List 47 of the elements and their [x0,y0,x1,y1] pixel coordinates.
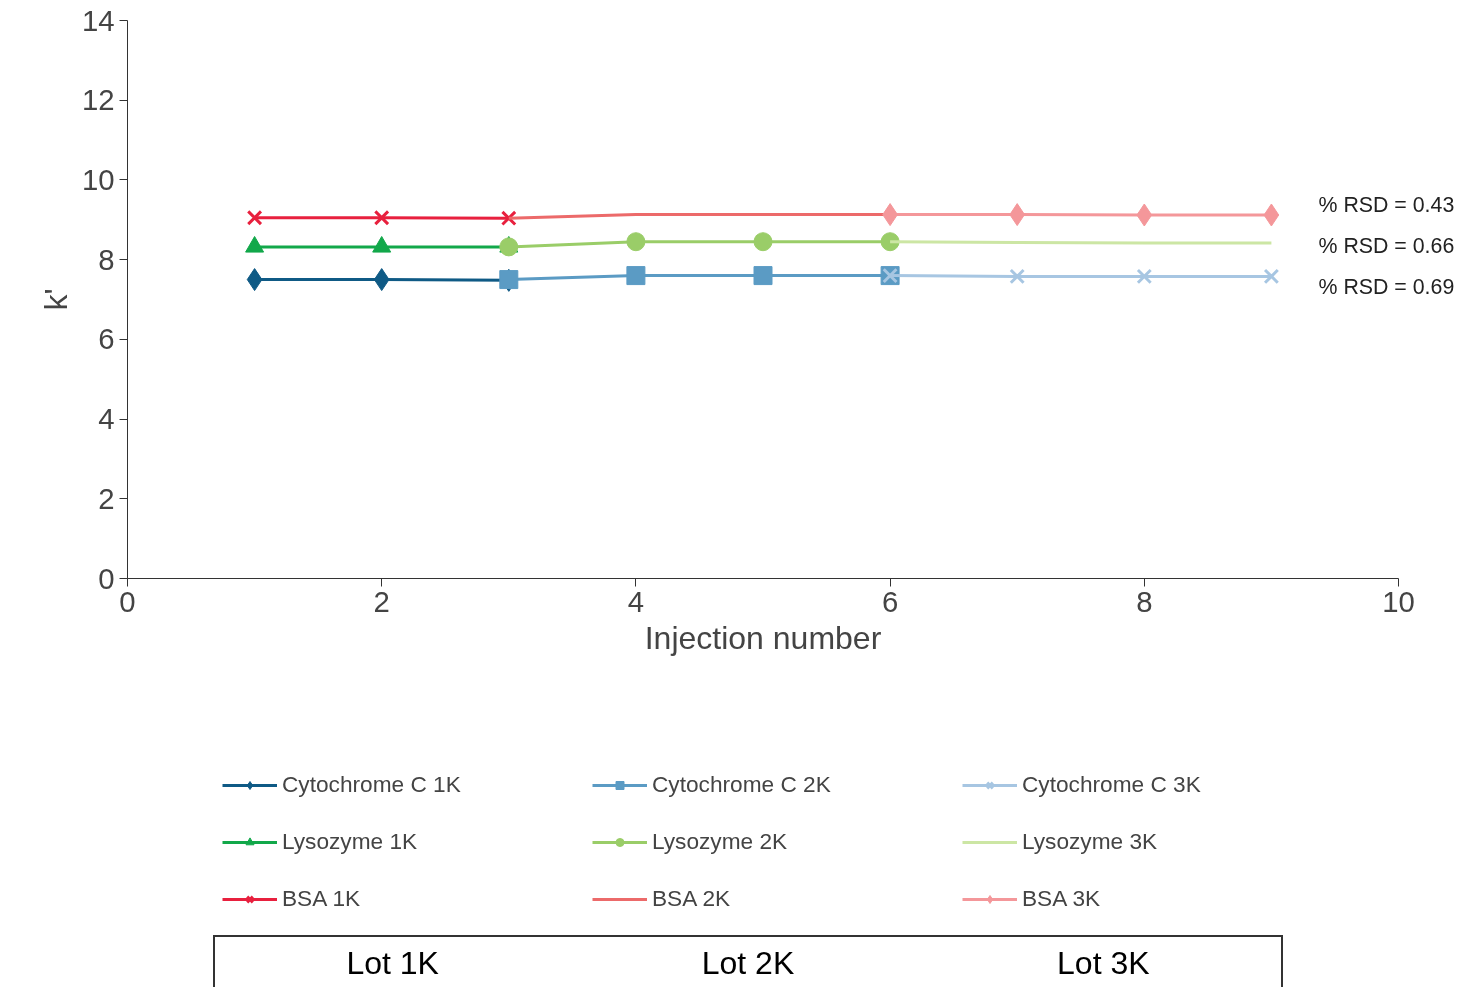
point [1136,203,1153,227]
point [626,232,646,252]
legend-label: Lysozyme 3K [1022,828,1159,855]
point [499,237,519,257]
legend-label: Lysozyme 1K [282,828,419,855]
text: Lot 1K [345,944,440,983]
legend-label: Cytochrome C 2K [652,771,832,798]
point [1009,203,1026,227]
x-tick-label: 10 [1382,584,1415,618]
legend-label: Lysozyme 2K [652,828,789,855]
legend-label: BSA 3K [1022,885,1102,912]
x-tick-label: 8 [1136,584,1153,618]
y-tick-label: 10 [81,162,115,196]
point [246,268,263,292]
y-tick-label: 4 [98,402,115,436]
annotation: % RSD = 0.66 [1318,233,1455,258]
x-tick-label: 6 [881,584,899,618]
legend-label: BSA 1K [282,885,362,912]
point [626,266,646,286]
point [373,209,390,226]
point [1009,268,1026,285]
y-axis-title: k' [37,288,74,311]
legend-label: Cytochrome C 1K [282,771,462,798]
point [753,266,773,286]
y-tick-label: 6 [98,322,115,356]
point [500,210,517,227]
x-tick-label: 2 [373,584,390,618]
text: Lot 3K [1056,944,1151,983]
annotation: % RSD = 0.43 [1318,192,1455,217]
y-tick-label: 8 [98,242,115,276]
y-tick-label: 2 [98,481,115,515]
y-tick-label: 14 [81,3,115,37]
x-tick-label: 0 [119,584,136,618]
x-tick-label: 4 [627,584,645,618]
y-tick-label: 12 [81,83,115,117]
point [1263,203,1280,227]
point [1136,268,1153,285]
x-axis-title: Injection number [644,619,882,656]
point [753,232,773,252]
legend-label: BSA 2K [652,885,732,912]
y-tick-label: 0 [98,561,115,595]
text: Lot 2K [700,944,796,983]
annotation: % RSD = 0.69 [1318,274,1455,299]
point [373,268,390,292]
point [1263,268,1280,285]
legend-label: Cytochrome C 3K [1022,771,1202,798]
point [246,209,263,226]
